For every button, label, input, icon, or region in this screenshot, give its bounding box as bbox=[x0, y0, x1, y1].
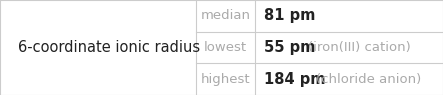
Text: 55 pm: 55 pm bbox=[264, 40, 315, 55]
Text: highest: highest bbox=[201, 73, 251, 86]
Text: lowest: lowest bbox=[204, 41, 247, 54]
Text: 184 pm: 184 pm bbox=[264, 72, 326, 87]
Text: 81 pm: 81 pm bbox=[264, 8, 315, 23]
Text: 6-coordinate ionic radius: 6-coordinate ionic radius bbox=[18, 40, 200, 55]
Text: (iron(III) cation): (iron(III) cation) bbox=[308, 41, 411, 54]
Text: (chloride anion): (chloride anion) bbox=[316, 73, 422, 86]
Text: median: median bbox=[201, 9, 251, 22]
